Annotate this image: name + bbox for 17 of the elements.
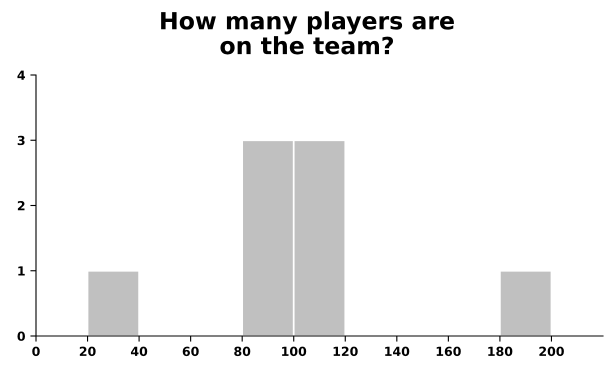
x-tick-label: 20 xyxy=(80,346,96,356)
y-tick-label: 1 xyxy=(18,266,25,276)
x-tick-label: 80 xyxy=(234,346,250,356)
x-tick-label: 40 xyxy=(130,346,148,356)
y-tick-label: 4 xyxy=(17,70,26,80)
y-tick-label: 2 xyxy=(18,200,24,210)
x-tick-label: 60 xyxy=(182,346,199,356)
x-tick-label: 160 xyxy=(436,346,461,356)
x-tick-label: 200 xyxy=(539,346,564,356)
x-tick-label: 120 xyxy=(334,346,358,356)
x-tick-label: 100 xyxy=(282,346,306,356)
chart-title: How many players are on the team? xyxy=(161,11,454,54)
y-tick-label: 3 xyxy=(18,136,25,146)
x-tick-label: 140 xyxy=(385,346,410,356)
x-tick-label: 0 xyxy=(32,346,40,356)
x-tick-label: 180 xyxy=(488,346,512,356)
y-tick-label: 0 xyxy=(17,331,25,341)
